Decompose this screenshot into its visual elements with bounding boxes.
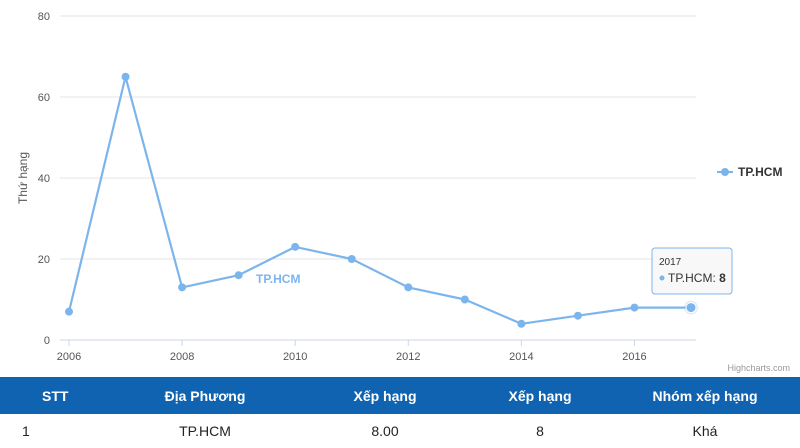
x-tick-label: 2012	[396, 351, 420, 363]
tooltip-box	[651, 247, 733, 295]
table-header-row: STT Địa Phương Xếp hạng Xếp hạng Nhóm xế…	[0, 377, 800, 414]
data-point[interactable]	[630, 303, 639, 312]
credits-link[interactable]: Highcharts.com	[727, 363, 790, 373]
data-point[interactable]	[121, 72, 130, 81]
tooltip-body: TP.HCM: 8	[668, 271, 726, 285]
y-tick-label: 40	[38, 173, 50, 185]
x-tick-label: 2016	[622, 351, 646, 363]
cell-xep-hang-rank: 8	[536, 423, 544, 439]
series-inline-label: TP.HCM	[256, 272, 300, 286]
y-axis-title: Thứ hạng	[16, 152, 30, 204]
legend-marker-icon	[721, 168, 729, 176]
series-line-0	[67, 75, 691, 325]
x-axis-ticks: 2006 2008 2010 2012 2014 2016	[57, 340, 647, 363]
data-point[interactable]	[517, 319, 526, 328]
y-tick-label: 80	[38, 11, 50, 23]
data-point[interactable]	[291, 242, 300, 251]
header-xep-hang-score: Xếp hạng	[353, 387, 417, 404]
cell-nhom-xep-hang: Khá	[692, 423, 718, 439]
x-tick-label: 2008	[170, 351, 194, 363]
tooltip-series-name: TP.HCM	[668, 271, 712, 285]
legend-item-tphcm[interactable]: TP.HCM	[738, 165, 782, 179]
cell-stt: 1	[22, 423, 30, 439]
data-point[interactable]	[573, 311, 582, 320]
data-point[interactable]	[404, 283, 413, 292]
table-row: 1 TP.HCM 8.00 8 Khá	[0, 414, 800, 448]
tooltip-colon: :	[712, 271, 719, 285]
y-tick-label: 60	[38, 92, 50, 104]
x-tick-label: 2006	[57, 351, 81, 363]
data-point[interactable]	[178, 283, 187, 292]
data-point[interactable]	[347, 255, 356, 263]
grid-lines	[60, 15, 696, 341]
y-tick-label: 20	[38, 254, 50, 266]
data-point[interactable]	[234, 271, 243, 280]
ranking-table: STT Địa Phương Xếp hạng Xếp hạng Nhóm xế…	[0, 377, 800, 448]
header-dia-phuong: Địa Phương	[164, 387, 246, 404]
legend[interactable]: TP.HCM	[717, 165, 782, 179]
cell-dia-phuong: TP.HCM	[179, 423, 231, 439]
header-xep-hang-rank: Xếp hạng	[508, 387, 572, 404]
x-tick-label: 2010	[283, 351, 307, 363]
chart-svg: 0 20 40 60 80 2006 2008 2010 2012 2014 2016 Thứ h…	[16, 11, 790, 373]
tooltip: 2017 TP.HCM: 8	[651, 247, 733, 295]
data-point[interactable]	[65, 307, 73, 316]
data-point[interactable]	[460, 295, 469, 304]
y-tick-label: 0	[44, 335, 50, 347]
series-layer	[65, 72, 698, 328]
rank-chart: 0 20 40 60 80 2006 2008 2010 2012 2014 2016 Thứ h…	[16, 11, 790, 373]
x-tick-label: 2014	[509, 351, 533, 363]
tooltip-header: 2017	[659, 257, 682, 268]
header-nhom-xep-hang: Nhóm xếp hạng	[652, 387, 758, 404]
data-point[interactable]	[685, 302, 697, 314]
tooltip-value: 8	[719, 271, 726, 285]
tooltip-bullet-icon	[659, 275, 665, 281]
header-stt: STT	[42, 387, 69, 404]
cell-xep-hang-score: 8.00	[371, 423, 399, 439]
y-axis-ticks: 0 20 40 60 80	[38, 11, 50, 347]
